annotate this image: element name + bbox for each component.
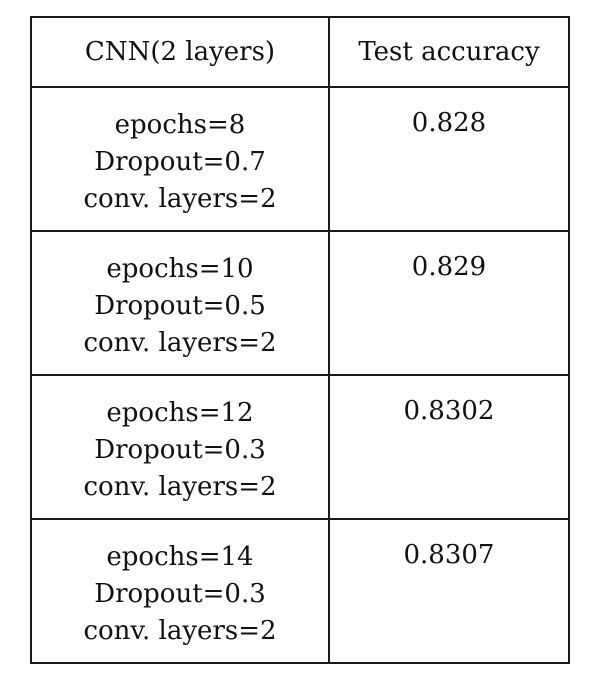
table-row: epochs=8 Dropout=0.7 conv. layers=2 0.82… [30, 86, 570, 232]
epochs-value: epochs=14 [106, 542, 254, 572]
table-row: epochs=12 Dropout=0.3 conv. layers=2 0.8… [30, 374, 570, 520]
config-cell: epochs=14 Dropout=0.3 conv. layers=2 [30, 518, 330, 664]
accuracy-value: 0.8307 [403, 540, 495, 570]
dropout-value: Dropout=0.5 [94, 291, 266, 321]
config-cell: epochs=8 Dropout=0.7 conv. layers=2 [30, 86, 330, 232]
accuracy-cell: 0.8307 [328, 518, 570, 664]
table-row: epochs=10 Dropout=0.5 conv. layers=2 0.8… [30, 230, 570, 376]
conv-layers-value: conv. layers=2 [83, 184, 277, 214]
accuracy-value: 0.829 [411, 252, 487, 282]
dropout-value: Dropout=0.7 [94, 147, 266, 177]
dropout-value: Dropout=0.3 [94, 579, 266, 609]
accuracy-cell: 0.828 [328, 86, 570, 232]
epochs-value: epochs=8 [114, 110, 246, 140]
epochs-value: epochs=10 [106, 254, 254, 284]
table-header-row: CNN(2 layers) Test accuracy [30, 16, 570, 88]
header-config: CNN(2 layers) [30, 16, 330, 88]
table-row: epochs=14 Dropout=0.3 conv. layers=2 0.8… [30, 518, 570, 664]
accuracy-cell: 0.8302 [328, 374, 570, 520]
conv-layers-value: conv. layers=2 [83, 472, 277, 502]
config-cell: epochs=10 Dropout=0.5 conv. layers=2 [30, 230, 330, 376]
epochs-value: epochs=12 [106, 398, 254, 428]
accuracy-value: 0.828 [411, 108, 487, 138]
conv-layers-value: conv. layers=2 [83, 328, 277, 358]
conv-layers-value: conv. layers=2 [83, 616, 277, 646]
accuracy-value: 0.8302 [403, 396, 495, 426]
accuracy-cell: 0.829 [328, 230, 570, 376]
dropout-value: Dropout=0.3 [94, 435, 266, 465]
config-cell: epochs=12 Dropout=0.3 conv. layers=2 [30, 374, 330, 520]
results-table: CNN(2 layers) Test accuracy epochs=8 Dro… [30, 16, 570, 664]
header-accuracy: Test accuracy [328, 16, 570, 88]
